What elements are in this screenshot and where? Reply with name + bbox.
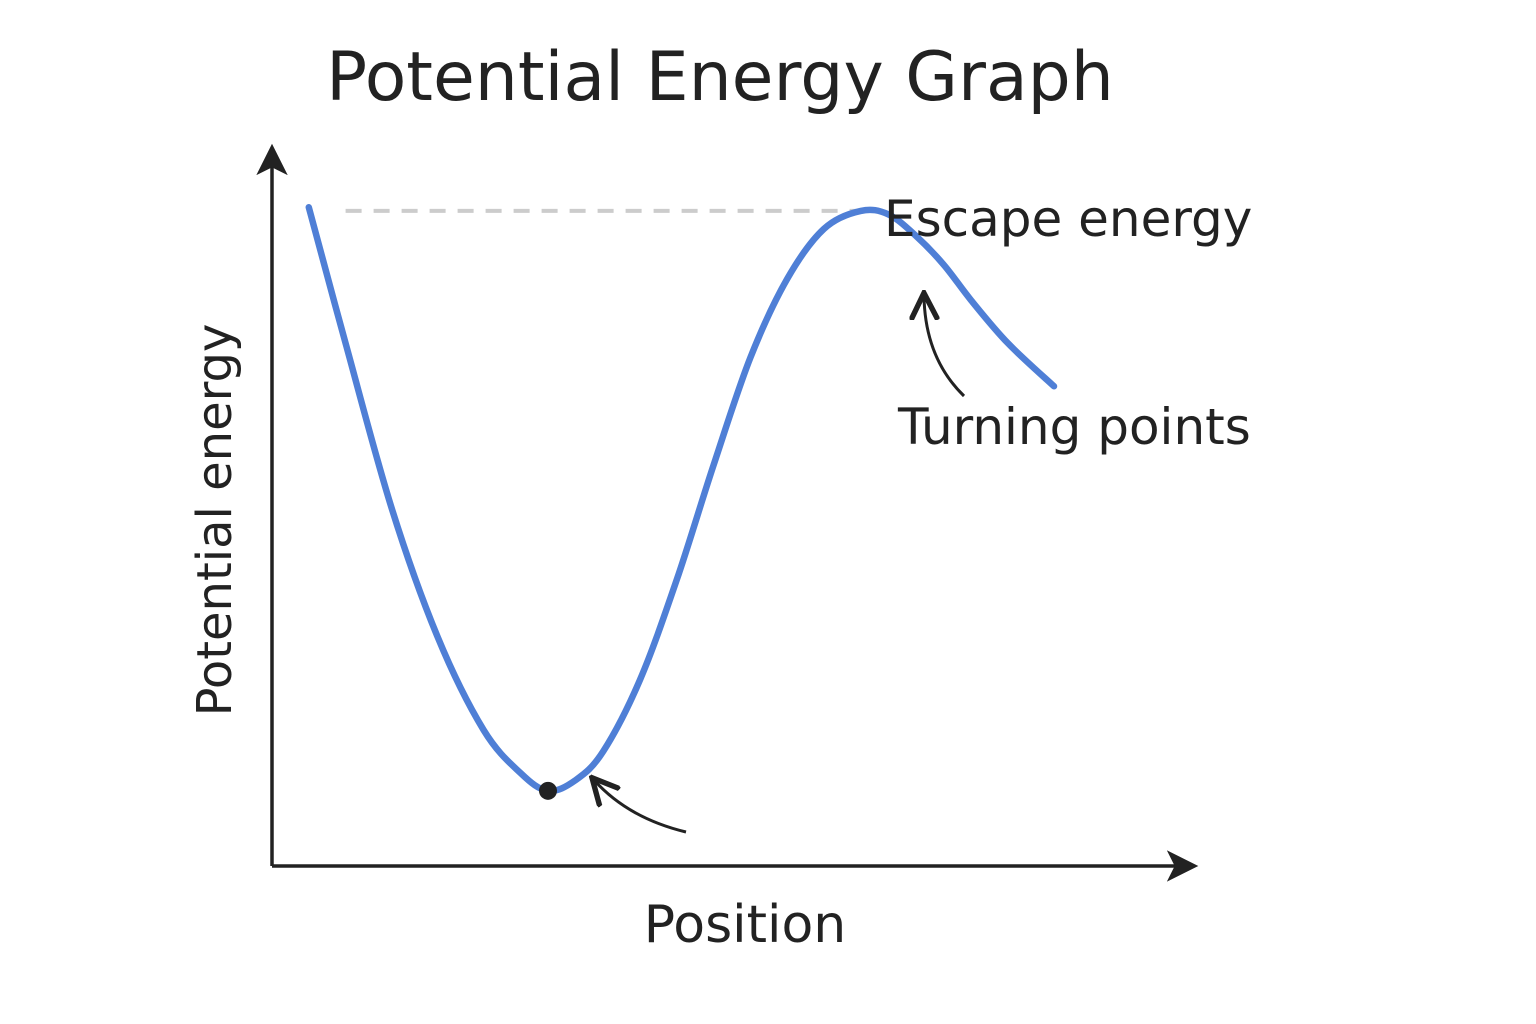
chart-title: Potential Energy Graph bbox=[326, 38, 1114, 117]
turning-point-arrow bbox=[924, 296, 966, 398]
escape-energy-label: Escape energy bbox=[884, 190, 1253, 248]
x-axis-label: Position bbox=[643, 895, 847, 955]
minimum-arrow bbox=[594, 780, 687, 834]
y-axis-label: Potential energy bbox=[187, 323, 243, 717]
potential-energy-curve bbox=[305, 204, 1058, 795]
minimum-point bbox=[539, 781, 557, 800]
turning-points-label: Turning points bbox=[898, 398, 1251, 456]
